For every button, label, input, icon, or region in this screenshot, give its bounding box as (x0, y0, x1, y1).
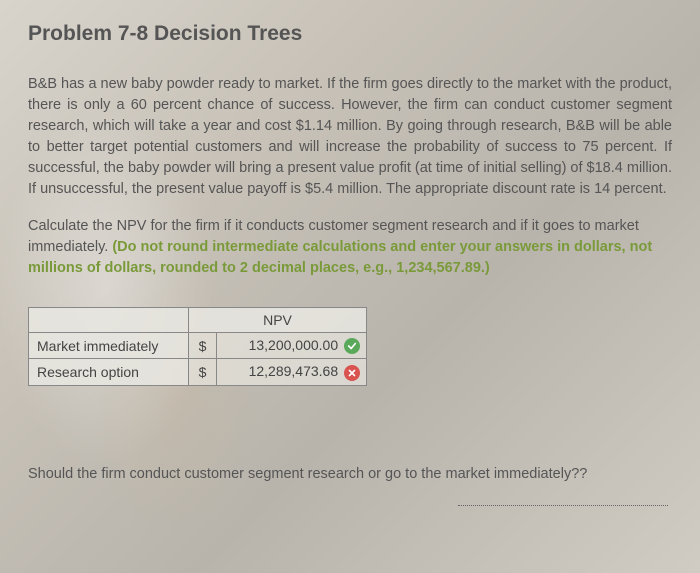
value-text: 12,289,473.68 (249, 363, 339, 379)
instruction-note: (Do not round intermediate calculations … (28, 239, 652, 276)
instruction: Calculate the NPV for the firm if it con… (28, 216, 672, 279)
check-icon (344, 338, 360, 354)
table-header-blank (29, 308, 189, 333)
title-prefix: Problem (28, 22, 118, 45)
table-row: Research option $ 12,289,473.68 (29, 359, 367, 385)
followup-question: Should the firm conduct customer segment… (28, 466, 672, 482)
problem-title: Problem 7-8 Decision Trees (28, 22, 672, 46)
value-text: 13,200,000.00 (249, 337, 339, 353)
problem-paragraph: B&B has a new baby powder ready to marke… (28, 74, 672, 200)
row-label: Market immediately (29, 333, 189, 359)
row-currency: $ (189, 359, 217, 385)
row-label: Research option (29, 359, 189, 385)
table-row: Market immediately $ 13,200,000.00 (29, 333, 367, 359)
npv-table: NPV Market immediately $ 13,200,000.00 R… (28, 307, 367, 386)
row-currency: $ (189, 333, 217, 359)
answer-input-line[interactable] (458, 492, 668, 506)
row-value[interactable]: 13,200,000.00 (217, 333, 367, 359)
table-header-npv: NPV (189, 308, 367, 333)
cross-icon (344, 365, 360, 381)
title-number: 7-8 (118, 22, 148, 45)
title-suffix: Decision Trees (148, 22, 302, 45)
row-value[interactable]: 12,289,473.68 (217, 359, 367, 385)
